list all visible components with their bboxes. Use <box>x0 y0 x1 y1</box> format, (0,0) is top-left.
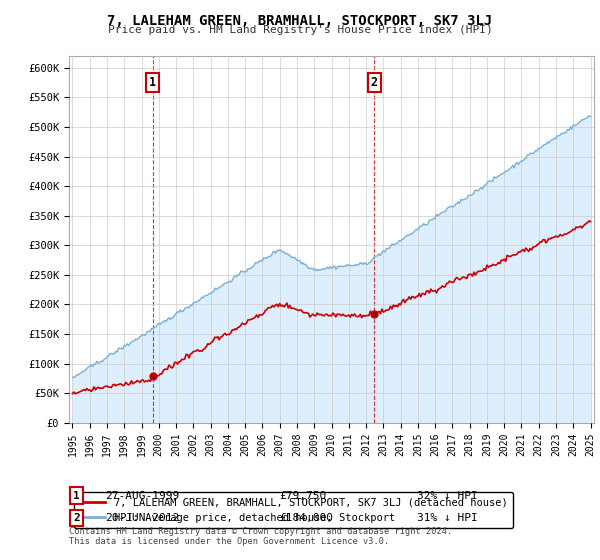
Text: 1: 1 <box>73 491 80 501</box>
Text: Price paid vs. HM Land Registry's House Price Index (HPI): Price paid vs. HM Land Registry's House … <box>107 25 493 35</box>
Text: £184,000: £184,000 <box>279 513 333 523</box>
Text: 7, LALEHAM GREEN, BRAMHALL, STOCKPORT, SK7 3LJ: 7, LALEHAM GREEN, BRAMHALL, STOCKPORT, S… <box>107 14 493 28</box>
Text: 27-AUG-1999: 27-AUG-1999 <box>105 491 179 501</box>
Text: 31% ↓ HPI: 31% ↓ HPI <box>417 513 478 523</box>
Text: £79,750: £79,750 <box>279 491 326 501</box>
Text: 20-JUN-2012: 20-JUN-2012 <box>105 513 179 523</box>
Text: Contains HM Land Registry data © Crown copyright and database right 2024.
This d: Contains HM Land Registry data © Crown c… <box>69 526 452 546</box>
Text: 1: 1 <box>149 76 157 89</box>
Legend: 7, LALEHAM GREEN, BRAMHALL, STOCKPORT, SK7 3LJ (detached house), HPI: Average pr: 7, LALEHAM GREEN, BRAMHALL, STOCKPORT, S… <box>74 492 513 528</box>
Text: 32% ↓ HPI: 32% ↓ HPI <box>417 491 478 501</box>
Text: 2: 2 <box>73 513 80 523</box>
Text: 2: 2 <box>371 76 378 89</box>
